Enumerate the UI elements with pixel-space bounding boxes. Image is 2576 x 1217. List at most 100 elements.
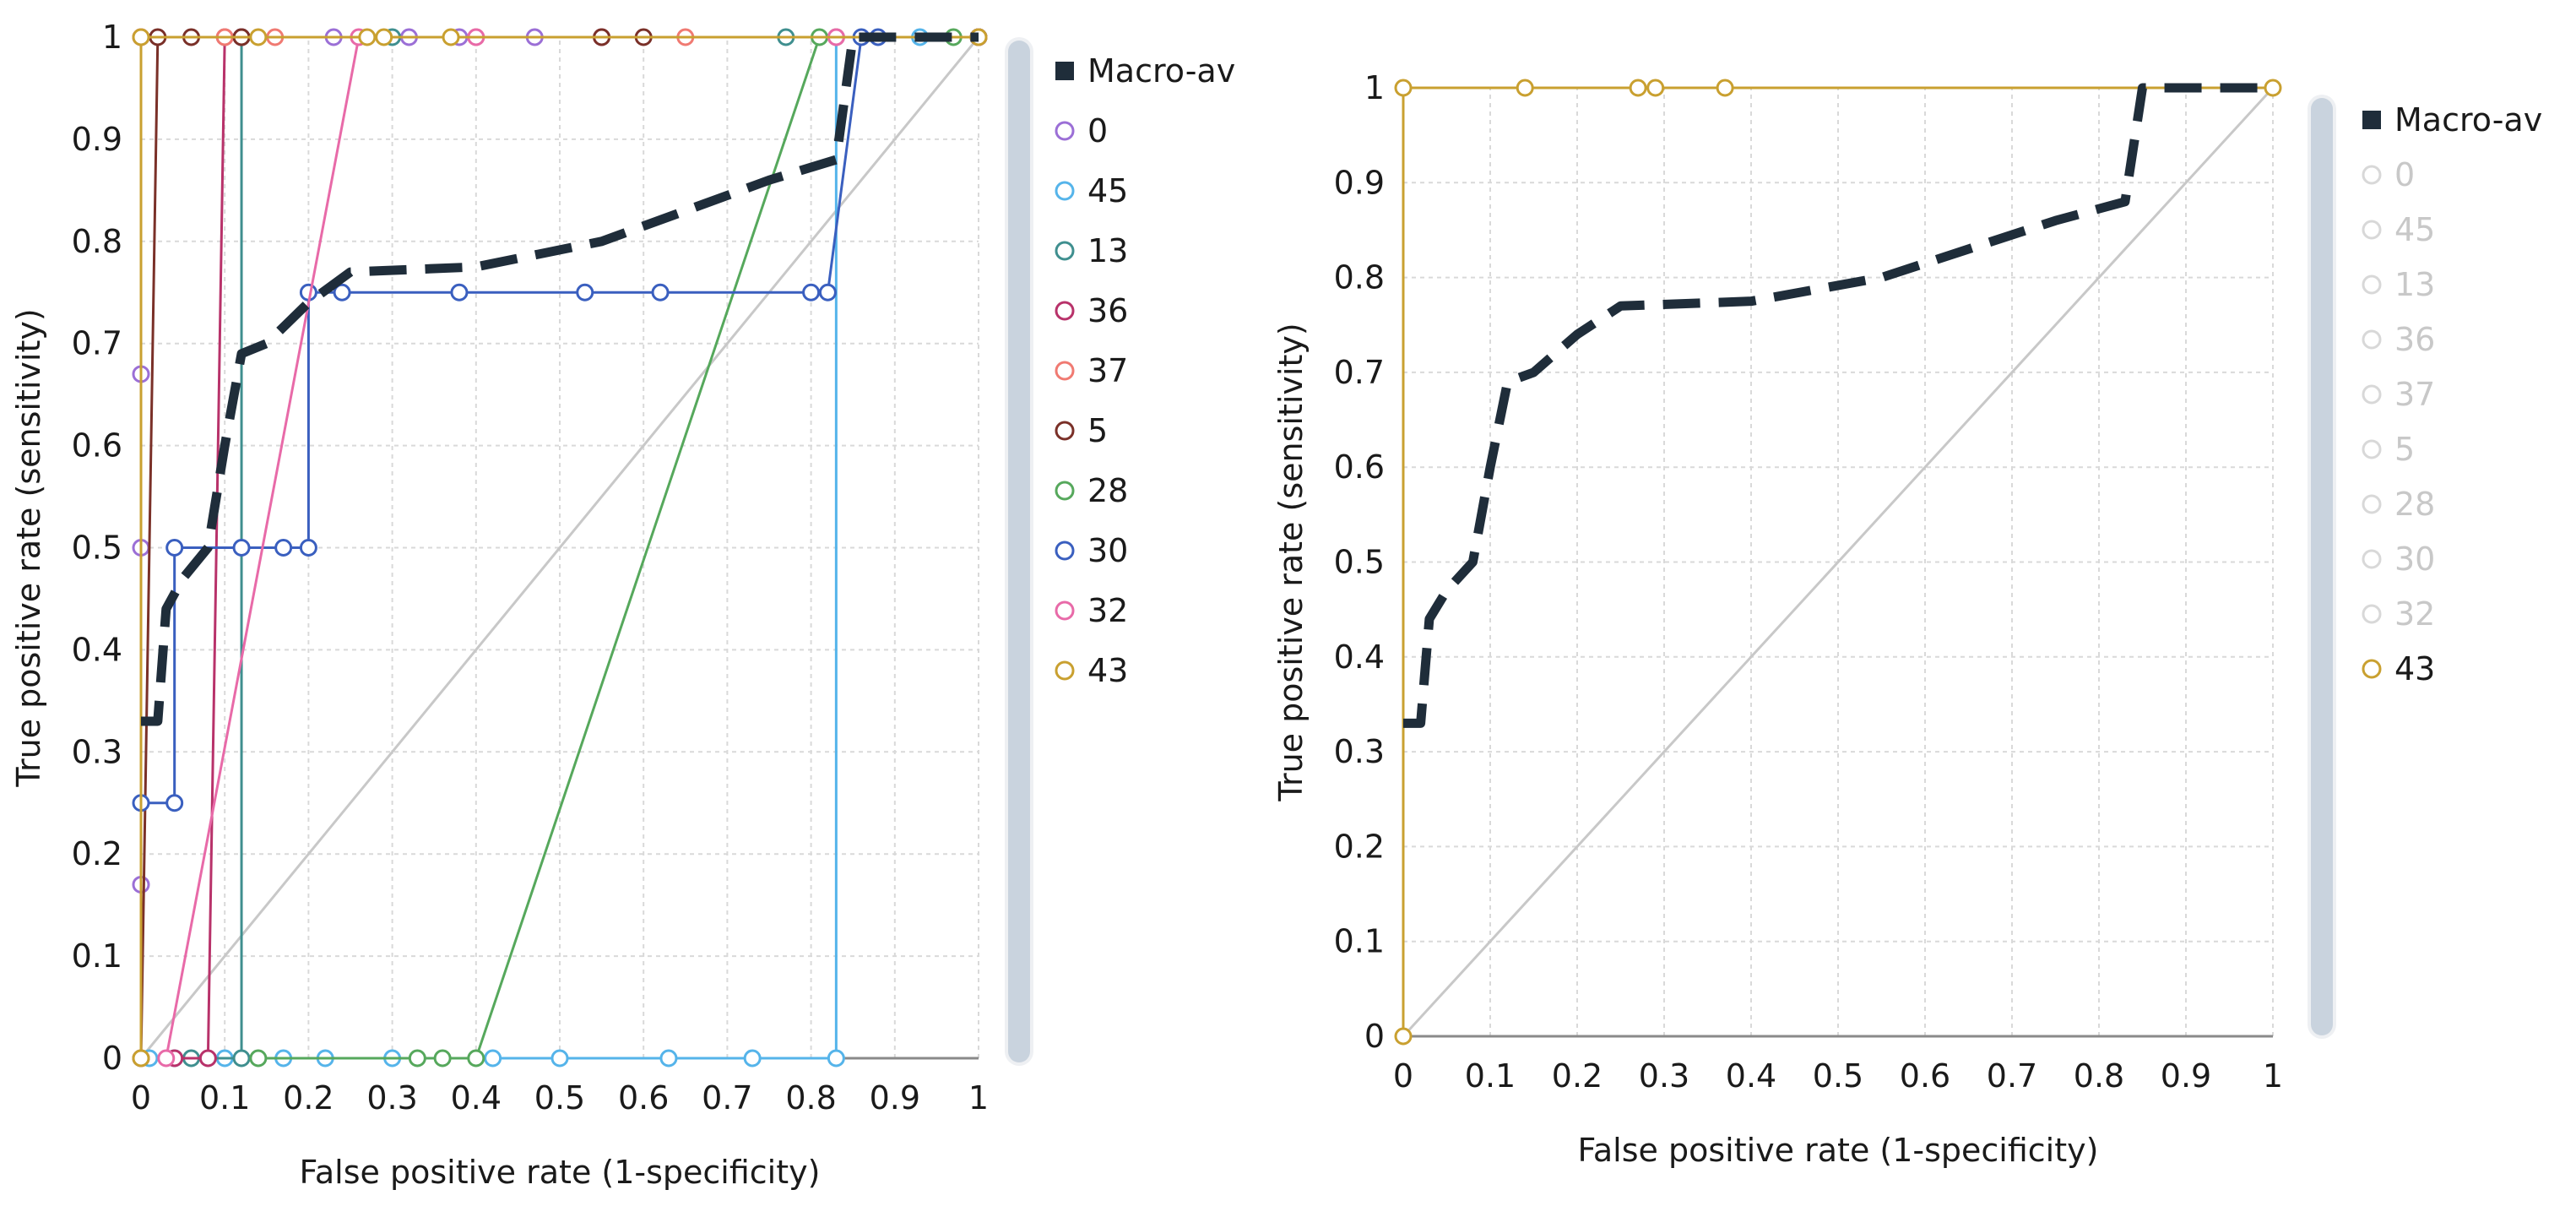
legend-item-32[interactable]: 32 <box>1055 592 1128 629</box>
x-tick-label: 0.7 <box>1987 1057 2037 1095</box>
legend-label: 30 <box>1087 532 1128 569</box>
data-point-30 <box>165 794 184 812</box>
legend-marker-circle-icon <box>1055 541 1075 561</box>
legend-label: 28 <box>1087 472 1128 509</box>
legend-item-43[interactable]: 43 <box>1055 652 1128 689</box>
x-tick-label: 0.3 <box>366 1079 417 1116</box>
legend-marker-circle-icon <box>1055 361 1075 381</box>
data-point-43 <box>1716 79 1734 97</box>
x-tick-label: 0.1 <box>1465 1057 1516 1095</box>
macro-average-line <box>1403 83 2273 728</box>
legend-label: 13 <box>1087 232 1128 269</box>
y-tick-label: 0.8 <box>1334 259 1385 296</box>
legend-marker-circle-icon <box>1055 121 1075 141</box>
data-point-43 <box>1629 79 1647 97</box>
x-tick-label: 0.8 <box>2074 1057 2124 1095</box>
legend-item-13[interactable]: 13 <box>2362 266 2435 303</box>
legend-label: 30 <box>2394 541 2435 578</box>
legend-item-43[interactable]: 43 <box>2362 650 2435 687</box>
legend-item-28[interactable]: 28 <box>1055 472 1128 509</box>
y-tick-label: 0.1 <box>1334 923 1385 960</box>
data-point-28 <box>249 1049 268 1068</box>
legend-item-macro-av[interactable]: Macro-av <box>1055 52 1235 90</box>
legend-marker-circle-icon <box>1055 301 1075 321</box>
data-point-30 <box>651 283 670 302</box>
legend-label: 43 <box>2394 650 2435 687</box>
data-point-30 <box>802 283 821 302</box>
legend-marker-circle-icon <box>2362 329 2382 350</box>
legend: Macro-av 0 45 13 36 37 5 28 30 32 43 <box>2362 101 2542 687</box>
legend-item-30[interactable]: 30 <box>1055 532 1128 569</box>
data-point-30 <box>576 283 594 302</box>
legend-item-0[interactable]: 0 <box>2362 156 2415 193</box>
legend-item-36[interactable]: 36 <box>1055 292 1128 329</box>
x-tick-label: 0.5 <box>1813 1057 1863 1095</box>
legend-marker-circle-icon <box>2362 274 2382 295</box>
series-43 <box>1394 79 2282 1046</box>
data-point-32 <box>157 1049 176 1068</box>
legend-label: 5 <box>2394 431 2415 468</box>
legend-item-45[interactable]: 45 <box>1055 172 1128 209</box>
y-axis-title: True positive rate (sensitivity) <box>10 308 47 787</box>
x-tick-label: 0.2 <box>1552 1057 1603 1095</box>
data-point-28 <box>433 1049 452 1068</box>
data-point-28 <box>408 1049 426 1068</box>
legend-marker-circle-icon <box>2362 659 2382 679</box>
legend-label: 5 <box>1087 412 1108 449</box>
x-tick-label: 0.2 <box>283 1079 334 1116</box>
x-tick-label: 0.9 <box>870 1079 920 1116</box>
legend-marker-circle-icon <box>1055 600 1075 621</box>
legend-item-macro-av[interactable]: Macro-av <box>2362 101 2542 139</box>
legend-label: 0 <box>2394 156 2415 193</box>
legend-item-5[interactable]: 5 <box>1055 412 1108 449</box>
legend-item-45[interactable]: 45 <box>2362 211 2435 248</box>
data-point-43 <box>1516 79 1534 97</box>
series-43 <box>132 28 988 1068</box>
data-point-30 <box>232 539 251 557</box>
legend-item-32[interactable]: 32 <box>2362 595 2435 633</box>
x-tick-label: 0 <box>131 1079 151 1116</box>
legend-item-28[interactable]: 28 <box>2362 486 2435 523</box>
legend-scrollbar-thumb[interactable] <box>1008 41 1030 1062</box>
legend-item-37[interactable]: 37 <box>1055 352 1128 389</box>
legend-marker-circle-icon <box>1055 421 1075 441</box>
legend-item-0[interactable]: 0 <box>1055 112 1108 149</box>
y-tick-label: 0 <box>1364 1018 1385 1055</box>
y-tick-label: 0.3 <box>72 733 122 770</box>
y-tick-label: 0.2 <box>72 835 122 872</box>
data-point-13 <box>232 1049 251 1068</box>
y-tick-label: 1 <box>102 19 122 56</box>
y-tick-label: 0.7 <box>1334 354 1385 391</box>
data-point-30 <box>165 539 184 557</box>
data-point-45 <box>827 1049 845 1068</box>
y-tick-label: 0.2 <box>1334 828 1385 865</box>
legend-label: 36 <box>2394 321 2435 358</box>
data-point-43 <box>1394 1027 1413 1046</box>
legend-item-5[interactable]: 5 <box>2362 431 2415 468</box>
x-tick-label: 1 <box>968 1079 989 1116</box>
macro-average-line <box>141 32 979 726</box>
legend-label: 37 <box>1087 352 1128 389</box>
x-axis-title: False positive rate (1-specificity) <box>1578 1132 2099 1169</box>
roc-chart-2: 0 0.1 0.2 0.3 0.4 0.5 0.6 0.7 0.8 0.9 1 0 0.1 0.2 0.3 0… <box>1272 69 2542 1169</box>
x-tick-label: 0.4 <box>451 1079 502 1116</box>
legend-item-13[interactable]: 13 <box>1055 232 1128 269</box>
legend-scrollbar-thumb[interactable] <box>2311 98 2333 1035</box>
data-point-43 <box>1646 79 1665 97</box>
data-point-30 <box>333 283 351 302</box>
legend-label: 45 <box>1087 172 1128 209</box>
legend-item-30[interactable]: 30 <box>2362 541 2435 578</box>
legend-marker-circle-icon <box>2362 549 2382 569</box>
y-tick-label: 0.3 <box>1334 733 1385 770</box>
legend-item-36[interactable]: 36 <box>2362 321 2435 358</box>
legend-marker-circle-icon <box>1055 241 1075 261</box>
legend-item-37[interactable]: 37 <box>2362 376 2435 413</box>
data-point-43 <box>2264 79 2282 97</box>
data-point-30 <box>299 539 317 557</box>
data-point-45 <box>484 1049 502 1068</box>
legend-label: 32 <box>1087 592 1128 629</box>
legend-marker-circle-icon <box>2362 384 2382 405</box>
x-tick-label: 0 <box>1393 1057 1413 1095</box>
x-tick-label: 0.6 <box>1900 1057 1950 1095</box>
